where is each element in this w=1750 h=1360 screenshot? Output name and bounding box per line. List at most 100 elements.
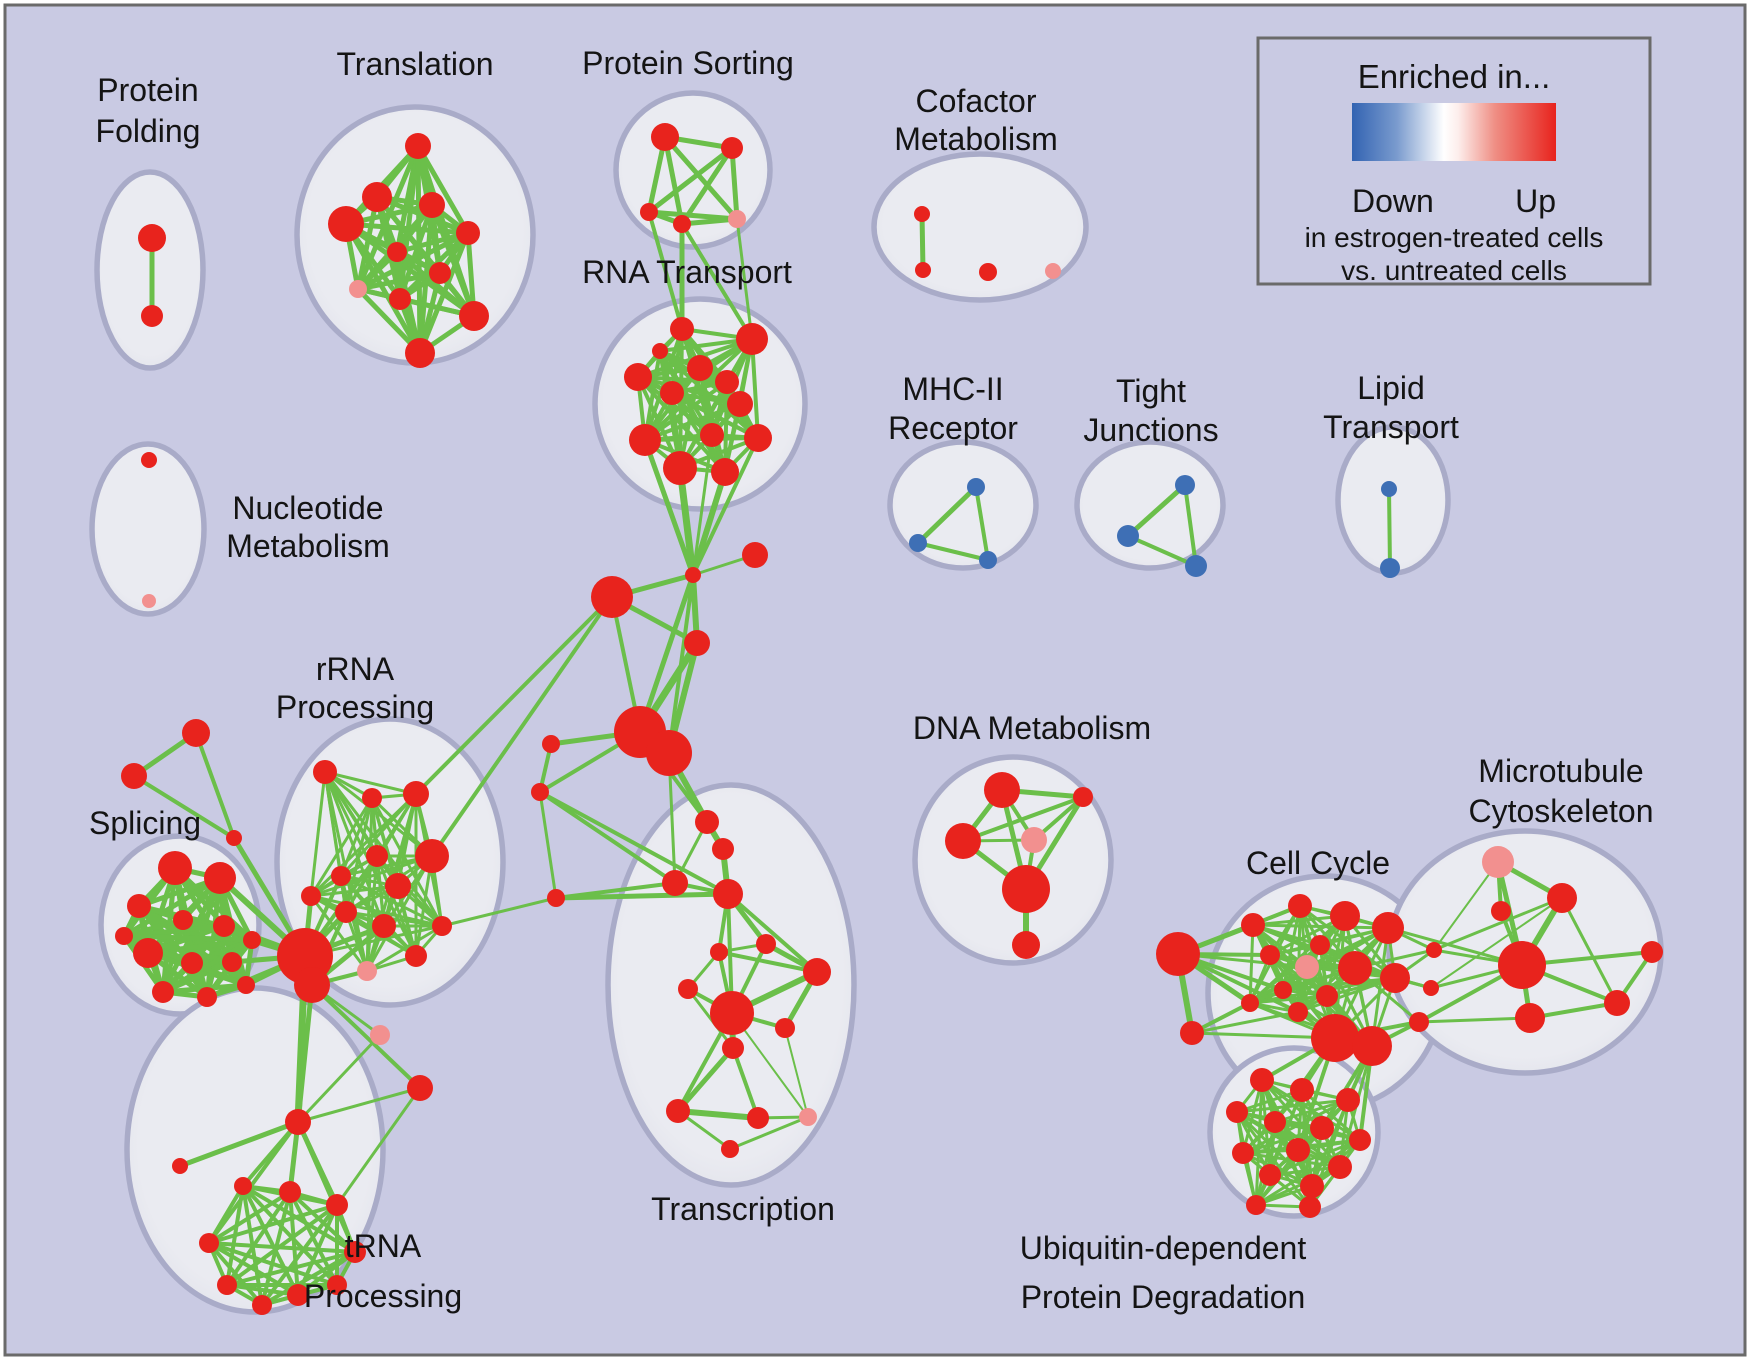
edge: [309, 792, 418, 898]
gene-set-node-mhc-ii-receptor: [909, 534, 927, 552]
gene-set-node-ubiquitin-degradation: [1310, 1116, 1334, 1140]
gene-set-node-free: [121, 763, 147, 789]
gene-set-node-splicing: [115, 927, 133, 945]
gene-set-node-ubiquitin-degradation: [1246, 1195, 1266, 1215]
edge: [296, 1120, 357, 1254]
gene-set-node-rna-transport: [715, 370, 739, 394]
network-nodes: [115, 123, 1663, 1315]
edge: [1560, 896, 1619, 1005]
cluster-bubble-dna-metabolism: [912, 754, 1114, 966]
edge: [1251, 923, 1390, 930]
edge: [207, 1241, 339, 1287]
edge: [335, 1086, 422, 1207]
gene-set-node-nucleotide-metabolism: [142, 594, 156, 608]
gene-set-node-transcription: [721, 1140, 739, 1158]
edge: [1241, 1126, 1324, 1155]
cluster-label-cofactor-metabolism: Cofactor Metabolism: [894, 83, 1058, 157]
gene-set-node-ubiquitin-degradation: [1264, 1111, 1286, 1133]
cluster-label-microtubule-cytoskeleton: Microtubule Cytoskeleton: [1469, 753, 1654, 829]
edge: [750, 337, 760, 440]
gene-set-node-protein-folding: [138, 224, 166, 252]
gene-set-node-cell-cycle: [1338, 951, 1372, 985]
cluster-bubble-tight-junctions: [1074, 439, 1226, 571]
gene-set-node-rna-transport: [660, 381, 684, 405]
edge: [309, 796, 374, 898]
gene-set-node-splicing: [133, 938, 163, 968]
gene-set-node-splicing: [127, 894, 151, 918]
cluster-label-rrna-processing: rRNA Processing: [276, 651, 434, 725]
edge: [1417, 1016, 1532, 1024]
edge: [295, 982, 315, 1125]
edge: [225, 1250, 357, 1287]
gene-set-node-ubiquitin-degradation: [1232, 1142, 1254, 1164]
gene-set-node-translation: [387, 242, 407, 262]
gene-set-node-cell-cycle: [1180, 1021, 1204, 1045]
gene-set-node-transcription: [747, 1107, 769, 1129]
edge: [429, 202, 477, 319]
gene-set-node-transcription: [666, 1099, 690, 1123]
gene-set-node-translation: [389, 288, 411, 310]
cluster-bubble-lipid-transport: [1335, 424, 1451, 576]
gene-set-node-backbone: [531, 783, 549, 801]
gene-set-node-ubiquitin-degradation: [1286, 1138, 1310, 1162]
edge: [646, 145, 735, 215]
gene-set-node-microtubule-cytoskeleton: [1491, 901, 1511, 921]
gene-set-node-transcription: [803, 958, 831, 986]
gene-set-node-splicing: [243, 931, 261, 949]
gene-set-node-splicing: [237, 976, 255, 994]
gene-set-node-rna-transport: [700, 423, 724, 447]
gene-set-node-translation: [456, 221, 480, 245]
gene-set-node-cofactor-metabolism: [1045, 263, 1061, 279]
edge: [679, 145, 735, 227]
gene-set-node-cell-cycle: [1352, 1026, 1392, 1066]
edge: [296, 1033, 382, 1124]
gene-set-node-cell-cycle: [1330, 901, 1360, 931]
edge: [225, 1190, 292, 1287]
gene-set-node-trna-processing: [326, 1194, 348, 1216]
gene-set-node-ubiquitin-degradation: [1290, 1078, 1314, 1102]
gene-set-node-cell-cycle: [1426, 942, 1442, 958]
gene-set-node-free: [370, 1025, 390, 1045]
gene-set-node-rna-transport: [727, 391, 753, 417]
gene-set-node-trna-processing: [252, 1295, 272, 1315]
gene-set-node-free: [226, 830, 242, 846]
edge: [717, 950, 819, 974]
gene-set-node-translation: [349, 280, 367, 298]
cluster-label-rna-transport: RNA Transport: [582, 254, 792, 290]
edge: [121, 933, 255, 943]
gene-set-node-microtubule-cytoskeleton: [1547, 883, 1577, 913]
edge: [915, 484, 979, 546]
gene-set-node-ubiquitin-degradation: [1349, 1129, 1371, 1151]
edge: [691, 436, 760, 577]
gene-set-node-tight-junctions: [1185, 555, 1207, 577]
edge: [225, 1203, 339, 1287]
gene-set-node-cell-cycle: [1156, 932, 1200, 976]
edge: [296, 1086, 422, 1124]
edge: [686, 987, 735, 1050]
gene-set-node-free: [547, 889, 565, 907]
edge: [310, 983, 422, 1090]
gene-set-node-rna-transport: [687, 355, 713, 381]
edge: [1433, 861, 1499, 951]
gene-set-node-backbone: [685, 567, 701, 583]
edge: [1296, 976, 1397, 1014]
gene-set-node-transcription: [710, 991, 754, 1035]
edge: [1126, 534, 1198, 568]
edge: [784, 1027, 809, 1118]
gene-set-node-cell-cycle: [1316, 985, 1338, 1007]
edge: [662, 134, 740, 222]
gene-set-node-rrna-processing: [362, 788, 382, 808]
edge: [1176, 952, 1300, 1014]
gene-set-node-ubiquitin-degradation: [1226, 1101, 1248, 1123]
cluster-label-cell-cycle: Cell Cycle: [1246, 845, 1390, 881]
gene-set-node-translation: [429, 262, 451, 284]
gene-set-node-backbone: [742, 542, 768, 568]
gene-set-node-cell-cycle: [1260, 945, 1280, 965]
legend-down-label: Down: [1352, 183, 1434, 219]
edge: [1235, 1098, 1350, 1114]
gene-set-node-tight-junctions: [1175, 475, 1195, 495]
gene-set-node-rrna-processing: [432, 916, 452, 936]
edge: [1430, 897, 1563, 989]
legend-box: [1256, 36, 1652, 286]
gene-set-node-translation: [419, 192, 445, 218]
